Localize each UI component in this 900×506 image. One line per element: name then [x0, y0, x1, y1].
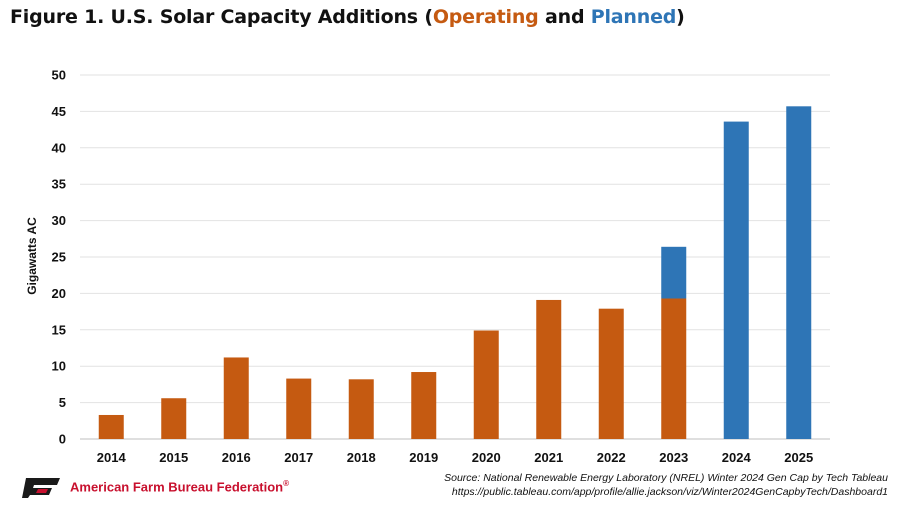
x-axis-ticks: 2014 2015 2016 2017 2018 2019 2020 2021 2022 2023… — [97, 450, 813, 465]
title-planned: Planned — [590, 6, 677, 28]
x-tick-label: 2021 — [534, 450, 563, 465]
y-tick-label: 45 — [52, 104, 66, 119]
afbf-logo: American Farm Bureau Federation® — [22, 476, 289, 498]
y-tick-label: 30 — [52, 213, 66, 228]
gridlines — [80, 74, 830, 440]
y-tick-label: 0 — [59, 432, 66, 447]
y-tick-label: 40 — [52, 140, 66, 155]
x-tick-label: 2017 — [284, 450, 313, 465]
x-tick-label: 2025 — [784, 450, 813, 465]
x-tick-label: 2024 — [722, 450, 752, 465]
source-line-1: Source: National Renewable Energy Labora… — [444, 472, 888, 484]
fb-logo-icon — [22, 478, 60, 498]
title-operating: Operating — [432, 6, 539, 28]
bars — [98, 106, 812, 439]
bar-planned-2025 — [786, 106, 812, 439]
y-tick-label: 10 — [52, 359, 66, 374]
bar-planned-2023 — [661, 246, 687, 299]
bar-planned-2024 — [723, 121, 749, 439]
bar-operating-2018 — [348, 379, 374, 439]
org-name: American Farm Bureau Federation® — [70, 479, 290, 495]
x-tick-label: 2015 — [159, 450, 188, 465]
bar-operating-2015 — [161, 398, 187, 439]
bar-operating-2023 — [661, 298, 687, 439]
chart-title: Figure 1. U.S. Solar Capacity Additions … — [10, 6, 685, 28]
source-url: https://public.tableau.com/app/profile/a… — [451, 486, 888, 498]
source-note: Source: National Renewable Energy Labora… — [444, 471, 888, 499]
y-tick-label: 25 — [52, 250, 66, 265]
y-tick-label: 20 — [52, 286, 66, 301]
bar-operating-2016 — [223, 357, 249, 439]
x-tick-label: 2022 — [597, 450, 626, 465]
bar-operating-2019 — [411, 372, 437, 439]
x-tick-label: 2019 — [409, 450, 438, 465]
x-tick-label: 2014 — [97, 450, 127, 465]
y-axis-ticks: 0 5 10 15 20 25 30 35 40 45 50 — [52, 68, 66, 447]
x-tick-label: 2020 — [472, 450, 501, 465]
title-and: and — [538, 6, 591, 28]
x-tick-label: 2023 — [659, 450, 688, 465]
y-tick-label: 5 — [59, 395, 66, 410]
bar-operating-2021 — [536, 299, 562, 439]
y-tick-label: 15 — [52, 322, 66, 337]
bar-operating-2022 — [598, 308, 624, 439]
bar-operating-2020 — [473, 330, 499, 439]
x-tick-label: 2016 — [222, 450, 251, 465]
title-suffix: ) — [676, 6, 685, 28]
y-tick-label: 50 — [52, 68, 66, 83]
bar-operating-2017 — [286, 378, 312, 439]
x-tick-label: 2018 — [347, 450, 376, 465]
bar-operating-2014 — [98, 414, 124, 439]
y-tick-label: 35 — [52, 177, 66, 192]
y-axis-label: Gigawatts AC — [25, 217, 39, 295]
title-prefix: Figure 1. U.S. Solar Capacity Additions … — [10, 6, 433, 28]
